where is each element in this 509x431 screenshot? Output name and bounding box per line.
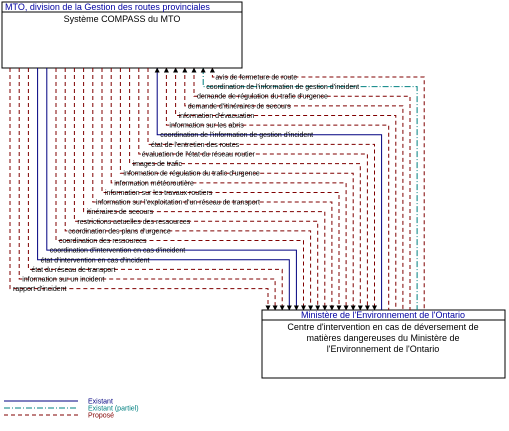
flow-label-2: coordination de l'information de gestion… [206, 84, 359, 91]
flow-line-6 [163, 67, 390, 310]
flow-label-18: coordination des ressources [59, 238, 147, 245]
flow-label-15: itinéraires de secours [87, 209, 154, 216]
flow-label-6: information sur les abris [169, 123, 244, 130]
flow-line-10 [129, 68, 363, 311]
flow-label-17: coordination des plans d'urgence [68, 228, 171, 235]
flow-line-11 [119, 68, 356, 311]
bottom-box-owner: Ministère de l'Environnement de l'Ontari… [301, 310, 465, 320]
legend-label-planned: Proposé [88, 413, 114, 420]
flow-line-1 [209, 67, 425, 310]
flow-label-3: demande de régulation du trafic d'urgenc… [197, 94, 328, 101]
flow-line-16 [73, 68, 321, 311]
flow-label-7: coordination de l'information de gestion… [160, 132, 313, 139]
flow-label-1: avis de fermeture de route [215, 75, 297, 82]
bottom-box-name-line-3: l'Environnement de l'Ontario [327, 344, 440, 354]
flow-label-20: état d'intervention en cas d'incident [41, 257, 150, 264]
top-system-box: MTO, division de la Gestion des routes p… [1, 1, 243, 69]
flow-line-3 [191, 67, 411, 310]
flow-label-19: coordination d'intervention en cas d'inc… [50, 248, 185, 255]
top-box-owner: MTO, division de la Gestion des routes p… [5, 2, 210, 12]
flow-label-10: images de trafic [133, 161, 183, 168]
flow-line-8 [147, 68, 377, 311]
flow-label-22: information sur un incident [22, 277, 104, 284]
flow-line-4 [182, 67, 404, 310]
flow-line-21 [27, 68, 285, 311]
flow-label-4: demande d'itinéraires de secours [188, 103, 291, 110]
flow-label-21: état du réseau de transport [31, 267, 115, 274]
flow-line-20 [37, 68, 292, 311]
flow-line-5 [173, 67, 397, 310]
top-box-name: Système COMPASS du MTO [64, 14, 181, 24]
legend-label-existing: Existant [88, 399, 113, 406]
flow-line-15 [83, 68, 328, 311]
flow-line-22 [18, 68, 278, 311]
flow-line-9 [138, 68, 370, 311]
flow-line-18 [55, 68, 306, 311]
flow-label-13: information sur les travaux routiers [105, 190, 213, 197]
flow-line-14 [92, 68, 335, 311]
flow-label-9: évaluation de l'état du réseau routier [142, 151, 256, 158]
flow-line-19 [46, 68, 299, 311]
bottom-system-box: Ministère de l'Environnement de l'Ontari… [261, 309, 506, 379]
bottom-box-name-line-2: matières dangereuses du Ministère de [306, 333, 459, 343]
flow-line-12 [110, 68, 349, 311]
flow-label-16: restrictions actuelles des ressources [77, 219, 190, 226]
flow-lines: avis de fermeture de route coordination d… [9, 67, 425, 311]
flow-line-7 [154, 67, 383, 310]
flow-label-23: rapport d'incident [13, 286, 67, 293]
legend-label-partial: Existant (partiel) [88, 406, 139, 413]
flow-label-8: état de l'entretien des routes [151, 142, 240, 149]
flow-label-12: information météoroutière [114, 180, 194, 187]
flow-label-11: information de régulation du trafic d'ur… [123, 171, 259, 178]
flow-line-2 [200, 67, 418, 310]
flow-label-14: information sur l'exploitation d'un rése… [96, 200, 260, 207]
flow-line-13 [101, 68, 342, 311]
flow-label-5: information d'évacuation [179, 113, 255, 120]
bottom-box-name-line-1: Centre d'intervention en cas de déversem… [287, 322, 478, 332]
